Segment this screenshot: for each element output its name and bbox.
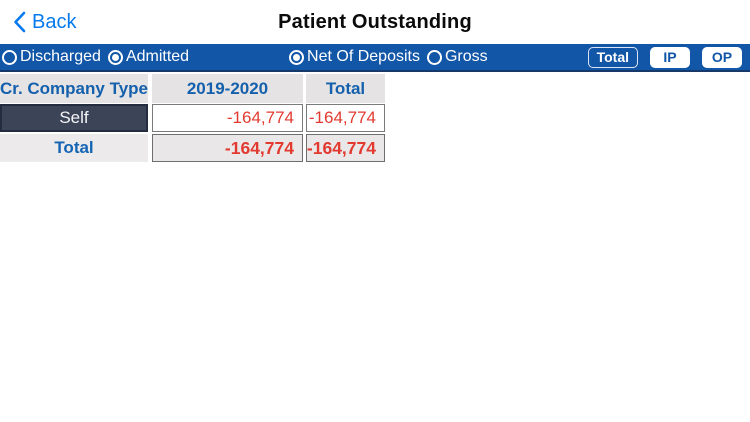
- table-row-self: Self -164,774 -164,774: [0, 104, 385, 132]
- page-title: Patient Outstanding: [278, 10, 472, 33]
- radio-gross[interactable]: Gross: [426, 47, 488, 66]
- radio-icon: [2, 49, 17, 65]
- filter-toolbar: Discharged Admitted Net Of Deposits Gros…: [0, 44, 750, 72]
- table-row-total: Total -164,774 -164,774: [0, 134, 385, 162]
- radio-icon: [107, 49, 123, 65]
- chevron-left-icon: [14, 11, 26, 33]
- self-total-value: -164,774: [306, 104, 385, 132]
- radio-admitted-label: Admitted: [125, 47, 190, 65]
- radio-net-of-deposits-label: Net Of Deposits: [307, 47, 420, 65]
- row-label-self[interactable]: Self: [0, 104, 148, 132]
- radio-net-of-deposits[interactable]: Net Of Deposits: [289, 47, 420, 66]
- table-header-row: Cr. Company Type 2019-2020 Total: [0, 74, 385, 103]
- column-header-company-type: Cr. Company Type: [0, 74, 148, 103]
- grand-2019-2020-value: -164,774: [152, 134, 303, 162]
- radio-icon: [289, 49, 305, 65]
- radio-discharged[interactable]: Discharged: [2, 47, 101, 66]
- radio-icon: [426, 49, 442, 65]
- outstanding-table: Cr. Company Type 2019-2020 Total Self -1…: [0, 74, 385, 162]
- back-button-label: Back: [32, 10, 77, 33]
- radio-admitted[interactable]: Admitted: [107, 47, 190, 66]
- op-button[interactable]: OP: [702, 46, 742, 68]
- navigation-bar: Back Patient Outstanding: [0, 0, 750, 44]
- status-filter-group: Discharged Admitted: [2, 47, 190, 66]
- back-button[interactable]: Back: [13, 0, 76, 44]
- total-button[interactable]: Total: [587, 46, 638, 68]
- basis-filter-group: Net Of Deposits Gross: [289, 47, 488, 66]
- column-header-2019-2020: 2019-2020: [152, 74, 303, 103]
- column-header-total: Total: [306, 74, 385, 103]
- ip-button[interactable]: IP: [650, 46, 690, 68]
- row-label-total: Total: [0, 134, 148, 162]
- radio-gross-label: Gross: [444, 47, 488, 65]
- scope-button-group: Total IP OP: [587, 46, 742, 68]
- grand-total-value: -164,774: [306, 134, 385, 162]
- self-2019-2020-value: -164,774: [152, 104, 303, 132]
- radio-discharged-label: Discharged: [20, 47, 101, 65]
